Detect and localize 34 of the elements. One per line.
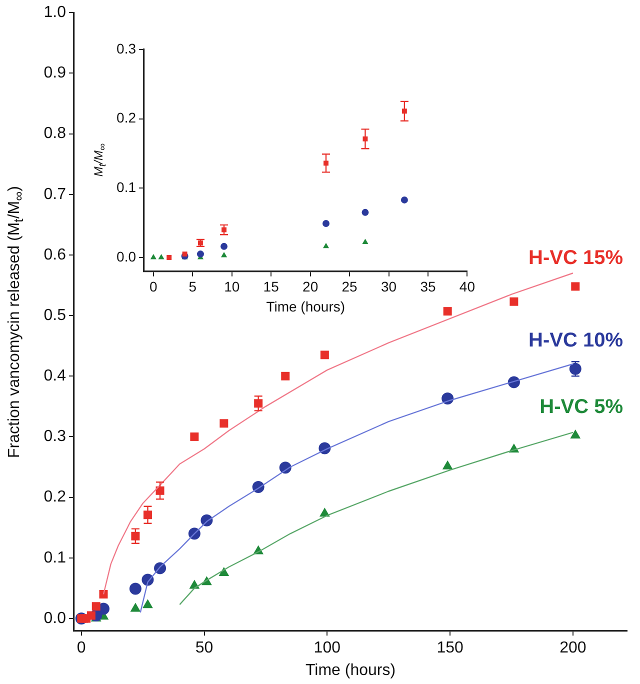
series-label: H-VC 10% <box>528 329 624 352</box>
y-tick-label: 0.9 <box>44 64 66 82</box>
x-tick-label: 15 <box>263 278 280 295</box>
x-tick-label: 5 <box>188 278 197 295</box>
x-axis-title: Time (hours) <box>305 662 396 679</box>
x-tick-label: 30 <box>380 278 397 295</box>
y-tick-label: 0.3 <box>116 40 136 56</box>
y-tick-label: 1.0 <box>44 4 66 22</box>
y-tick-label: 0.1 <box>44 549 66 566</box>
x-tick-label: 20 <box>302 278 318 295</box>
y-tick-label: 0.8 <box>44 125 66 142</box>
y-tick-label: 0.2 <box>44 488 66 506</box>
x-axis-title: Time (hours) <box>266 298 346 314</box>
x-tick-label: 35 <box>420 278 436 295</box>
y-tick-label: 0.7 <box>44 186 66 203</box>
y-tick-label: 0.1 <box>116 179 136 196</box>
y-tick-label: 0.3 <box>44 428 66 446</box>
x-tick-label: 25 <box>342 278 358 295</box>
y-tick-label: 0.0 <box>116 248 136 264</box>
y-tick-label: 0.4 <box>44 368 66 385</box>
x-tick-label: 200 <box>560 640 586 657</box>
series-label: H-VC 15% <box>528 246 624 269</box>
x-tick-label: 100 <box>314 640 341 657</box>
x-tick-label: 150 <box>436 640 464 657</box>
x-tick-label: 0 <box>76 640 86 657</box>
y-tick-label: 0.5 <box>44 306 66 324</box>
y-tick-label: 0.6 <box>44 246 66 264</box>
x-tick-label: 10 <box>224 278 240 295</box>
y-tick-label: 0.2 <box>116 110 136 126</box>
x-tick-label: 50 <box>195 640 214 657</box>
x-tick-label: 0 <box>150 278 158 295</box>
y-tick-label: 0.0 <box>44 610 66 627</box>
series-label: H-VC 5% <box>540 396 624 418</box>
x-tick-label: 40 <box>459 278 476 295</box>
